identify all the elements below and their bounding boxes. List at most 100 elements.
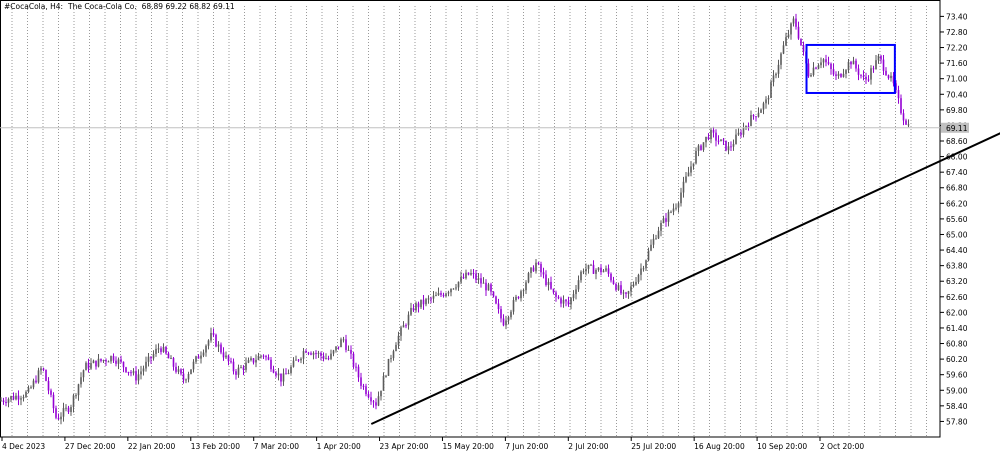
candle-body — [317, 352, 320, 354]
candle-body — [332, 350, 335, 354]
candle-body — [295, 359, 297, 361]
y-tick-label: 59.60 — [946, 371, 968, 380]
y-tick-label: 68.60 — [946, 137, 968, 146]
candle-body — [782, 45, 785, 54]
candle-body — [205, 345, 207, 353]
candle-body — [462, 276, 465, 279]
candle-body — [585, 268, 587, 272]
candle-body — [45, 369, 47, 381]
candle-body — [665, 218, 667, 222]
candle-body — [720, 139, 722, 142]
candle-body — [12, 396, 15, 400]
candle-body — [115, 360, 117, 364]
candle-body — [487, 284, 490, 291]
candle-body — [390, 358, 392, 360]
candle-body — [767, 98, 770, 100]
candle-body — [425, 299, 427, 305]
candle-body — [157, 348, 160, 350]
ohlc-values: 68.89 69.22 68.82 69.11 — [141, 2, 235, 11]
candle-body — [170, 358, 172, 360]
candle-body — [755, 116, 757, 118]
candle-body — [245, 362, 247, 370]
candle-body — [42, 368, 45, 370]
candle-body — [547, 281, 550, 286]
candle-body — [757, 112, 760, 117]
x-tick-label: 23 Apr 20:00 — [380, 442, 429, 451]
candle-body — [582, 271, 585, 273]
candle-body — [35, 380, 37, 383]
candle-body — [355, 366, 357, 368]
candle-body — [155, 348, 157, 354]
candle-body — [262, 355, 265, 357]
candle-body — [150, 356, 152, 359]
candle-body — [147, 356, 150, 362]
candle-body — [445, 293, 447, 297]
candle-body — [815, 67, 817, 69]
candle-body — [312, 353, 315, 355]
candle-body — [830, 63, 832, 70]
candle-body — [15, 395, 17, 400]
candle-body — [567, 301, 570, 305]
candle-body — [897, 89, 900, 99]
candle-body — [855, 60, 857, 69]
candle-body — [7, 399, 10, 403]
candle-body — [47, 380, 50, 391]
candle-body — [0, 400, 2, 402]
candle-body — [905, 120, 907, 125]
candle-body — [467, 272, 470, 275]
candle-body — [422, 299, 425, 305]
candle-body — [130, 372, 132, 374]
candle-body — [772, 75, 775, 83]
candle-body — [342, 339, 345, 341]
candle-body — [802, 45, 805, 52]
candle-body — [875, 60, 877, 70]
candle-body — [865, 76, 867, 80]
y-tick-label: 62.00 — [946, 308, 968, 317]
candle-body — [510, 311, 512, 318]
candle-body — [207, 340, 210, 346]
candle-body — [560, 298, 562, 304]
candle-body — [80, 377, 82, 385]
candle-body — [420, 299, 422, 308]
candle-body — [505, 320, 507, 326]
candle-body — [660, 222, 662, 231]
candle-body — [545, 274, 547, 286]
candle-body — [627, 291, 630, 294]
candle-body — [455, 287, 457, 289]
candle-body — [90, 363, 92, 369]
candle-body — [287, 372, 290, 374]
candle-body — [540, 264, 542, 273]
candle-body — [235, 371, 237, 375]
candle-body — [67, 407, 70, 413]
candle-body — [595, 269, 597, 274]
candle-body — [642, 268, 645, 270]
candle-body — [817, 65, 820, 69]
candle-body — [507, 317, 510, 321]
candle-body — [265, 356, 267, 358]
candle-body — [192, 361, 195, 370]
candle-body — [232, 361, 235, 372]
candle-body — [892, 75, 895, 84]
candle-body — [562, 299, 565, 304]
candle-body — [22, 396, 25, 399]
candle-body — [592, 264, 595, 274]
candle-body — [105, 360, 107, 362]
candle-body — [452, 288, 455, 290]
candle-body — [515, 296, 517, 301]
candle-body — [225, 355, 227, 358]
candle-body — [717, 140, 720, 142]
y-tick-label: 70.40 — [946, 90, 968, 99]
candle-body — [57, 417, 60, 420]
candle-body — [687, 172, 690, 177]
candle-body — [637, 274, 640, 282]
candle-body — [835, 74, 837, 76]
candle-body — [695, 150, 697, 164]
y-tick-label: 64.40 — [946, 246, 968, 255]
candle-body — [652, 238, 655, 245]
candle-body — [180, 369, 182, 374]
candle-body — [792, 18, 795, 24]
candle-body — [197, 356, 200, 359]
candle-body — [607, 268, 610, 274]
